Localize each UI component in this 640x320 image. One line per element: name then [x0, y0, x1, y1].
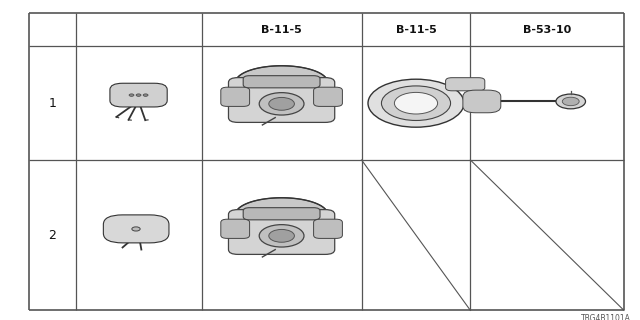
Text: B-53-10: B-53-10	[523, 25, 572, 35]
FancyBboxPatch shape	[243, 76, 320, 88]
Text: TBG4B1101A: TBG4B1101A	[580, 314, 630, 320]
Circle shape	[129, 94, 134, 96]
FancyBboxPatch shape	[221, 219, 250, 238]
Polygon shape	[236, 198, 327, 214]
Circle shape	[269, 97, 294, 110]
Text: 2: 2	[48, 229, 56, 242]
Circle shape	[381, 86, 451, 120]
Circle shape	[368, 79, 464, 127]
Circle shape	[132, 227, 140, 231]
Circle shape	[136, 94, 141, 96]
FancyBboxPatch shape	[228, 78, 335, 123]
Text: B-11-5: B-11-5	[261, 25, 302, 35]
FancyBboxPatch shape	[463, 90, 500, 113]
FancyBboxPatch shape	[104, 215, 169, 243]
FancyBboxPatch shape	[445, 78, 485, 91]
Text: 1: 1	[48, 97, 56, 110]
Circle shape	[394, 92, 438, 114]
FancyBboxPatch shape	[314, 87, 342, 106]
Circle shape	[259, 93, 304, 115]
Text: B-11-5: B-11-5	[396, 25, 436, 35]
FancyBboxPatch shape	[221, 87, 250, 106]
Circle shape	[269, 229, 294, 242]
FancyBboxPatch shape	[110, 83, 167, 107]
Circle shape	[556, 94, 586, 109]
Circle shape	[563, 97, 579, 106]
Circle shape	[143, 94, 148, 96]
FancyBboxPatch shape	[314, 219, 342, 238]
FancyBboxPatch shape	[228, 210, 335, 254]
Polygon shape	[236, 66, 327, 82]
FancyBboxPatch shape	[243, 208, 320, 220]
Circle shape	[259, 225, 304, 247]
